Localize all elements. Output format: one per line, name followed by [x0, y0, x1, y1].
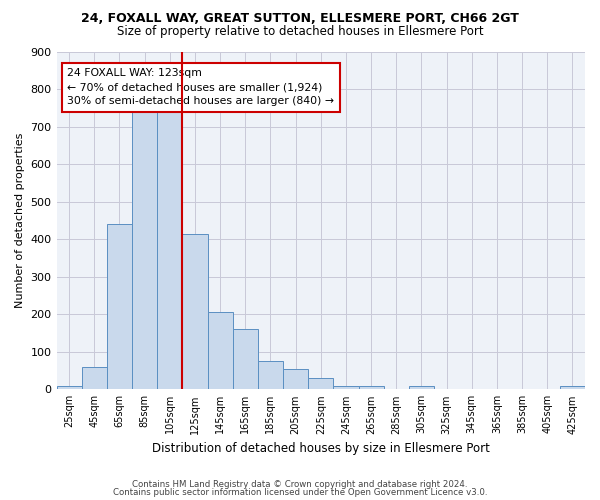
- Bar: [409, 386, 434, 390]
- X-axis label: Distribution of detached houses by size in Ellesmere Port: Distribution of detached houses by size …: [152, 442, 490, 455]
- Text: Size of property relative to detached houses in Ellesmere Port: Size of property relative to detached ho…: [116, 25, 484, 38]
- Bar: [359, 386, 383, 390]
- Bar: [56, 386, 82, 390]
- Bar: [233, 330, 258, 390]
- Bar: [157, 104, 182, 390]
- Bar: [258, 361, 283, 390]
- Bar: [283, 368, 308, 390]
- Bar: [182, 234, 208, 390]
- Y-axis label: Number of detached properties: Number of detached properties: [15, 132, 25, 308]
- Bar: [308, 378, 334, 390]
- Bar: [132, 104, 157, 390]
- Bar: [107, 224, 132, 390]
- Bar: [208, 312, 233, 390]
- Text: 24 FOXALL WAY: 123sqm
← 70% of detached houses are smaller (1,924)
30% of semi-d: 24 FOXALL WAY: 123sqm ← 70% of detached …: [67, 68, 334, 106]
- Text: 24, FOXALL WAY, GREAT SUTTON, ELLESMERE PORT, CH66 2GT: 24, FOXALL WAY, GREAT SUTTON, ELLESMERE …: [81, 12, 519, 26]
- Bar: [334, 386, 359, 390]
- Bar: [82, 367, 107, 390]
- Text: Contains HM Land Registry data © Crown copyright and database right 2024.: Contains HM Land Registry data © Crown c…: [132, 480, 468, 489]
- Text: Contains public sector information licensed under the Open Government Licence v3: Contains public sector information licen…: [113, 488, 487, 497]
- Bar: [560, 386, 585, 390]
